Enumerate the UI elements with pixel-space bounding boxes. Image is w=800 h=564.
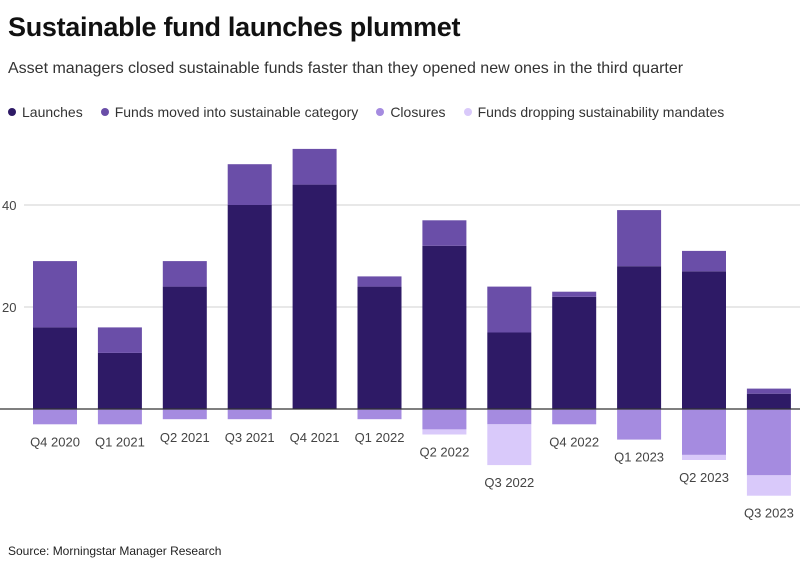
legend-swatch-launches — [8, 108, 16, 116]
bar-funds-moved-into-sustainable-category — [617, 210, 662, 267]
legend-item-closures: Closures — [376, 104, 446, 120]
bar-funds-moved-into-sustainable-category — [682, 250, 726, 272]
bar-closures — [227, 409, 272, 420]
bar-funds-moved-into-sustainable-category — [487, 286, 532, 333]
bar-launches — [746, 393, 791, 409]
bar-funds-dropping-sustainability-mandates — [422, 429, 467, 435]
bar-launches — [617, 266, 662, 409]
bar-funds-moved-into-sustainable-category — [422, 220, 467, 246]
bar-funds-moved-into-sustainable-category — [357, 276, 402, 287]
bar-launches — [162, 286, 207, 409]
y-tick-label: 40 — [2, 198, 16, 213]
bar-closures — [682, 409, 726, 455]
bar-launches — [552, 296, 597, 409]
bar-chart: 20 40 Q4 2020 Q1 2021 Q2 2021 Q3 2021 Q4 2021 Q… — [0, 148, 800, 521]
legend-swatch-closures — [376, 108, 385, 116]
bar-closures — [617, 409, 662, 440]
bar-launches — [357, 286, 402, 409]
y-tick-label: 20 — [2, 300, 16, 315]
bar-closures — [357, 409, 402, 420]
bar-funds-dropping-sustainability-mandates — [682, 454, 726, 460]
bar-launches — [97, 352, 142, 409]
legend-item-dropping: Funds dropping sustainability mandates — [463, 104, 725, 120]
bar-launches — [292, 184, 337, 409]
x-tick-label: Q4 2021 — [290, 430, 340, 445]
chart-subtitle: Asset managers closed sustainable funds … — [8, 60, 684, 77]
legend-item-moved-in: Funds moved into sustainable category — [100, 104, 359, 120]
x-tick-label: Q2 2022 — [419, 445, 469, 460]
x-tick-label: Q2 2023 — [679, 470, 729, 485]
legend-swatch-dropping — [463, 108, 472, 116]
bar-funds-moved-into-sustainable-category — [292, 148, 337, 185]
legend-label: Funds moved into sustainable category — [114, 104, 359, 120]
bar-closures — [746, 409, 791, 476]
x-tick-label: Q3 2023 — [744, 506, 794, 521]
bar-closures — [422, 409, 467, 430]
bar-funds-moved-into-sustainable-category — [552, 291, 597, 297]
bar-closures — [487, 409, 532, 425]
bar-funds-moved-into-sustainable-category — [746, 388, 791, 394]
x-tick-label: Q3 2022 — [484, 475, 534, 490]
bar-launches — [682, 271, 726, 409]
bar-funds-moved-into-sustainable-category — [227, 164, 272, 205]
bar-launches — [33, 327, 77, 409]
legend: Launches Funds moved into sustainable ca… — [8, 104, 724, 120]
source-note: Source: Morningstar Manager Research — [8, 544, 222, 558]
legend-swatch-moved-in — [100, 108, 109, 116]
bar-launches — [487, 332, 532, 409]
bar-closures — [162, 409, 207, 420]
x-tick-label: Q1 2023 — [614, 450, 664, 465]
legend-label: Closures — [390, 104, 446, 120]
bar-funds-moved-into-sustainable-category — [33, 261, 77, 328]
bar-closures — [33, 409, 77, 425]
x-tick-label: Q2 2021 — [160, 430, 210, 445]
x-tick-label: Q1 2022 — [355, 430, 405, 445]
x-tick-label: Q4 2022 — [549, 434, 599, 449]
bar-launches — [422, 245, 467, 409]
x-tick-label: Q4 2020 — [30, 434, 80, 449]
bar-closures — [552, 409, 597, 425]
chart-title: Sustainable fund launches plummet — [8, 12, 461, 42]
bar-launches — [227, 205, 272, 409]
x-tick-label: Q1 2021 — [95, 434, 145, 449]
legend-label: Funds dropping sustainability mandates — [477, 104, 725, 120]
bar-closures — [97, 409, 142, 425]
bar-funds-moved-into-sustainable-category — [162, 261, 207, 287]
bar-funds-dropping-sustainability-mandates — [746, 475, 791, 496]
bar-funds-moved-into-sustainable-category — [97, 327, 142, 353]
bar-funds-dropping-sustainability-mandates — [487, 424, 532, 466]
legend-label: Launches — [22, 104, 83, 120]
legend-item-launches: Launches — [8, 104, 83, 120]
x-tick-label: Q3 2021 — [225, 430, 275, 445]
